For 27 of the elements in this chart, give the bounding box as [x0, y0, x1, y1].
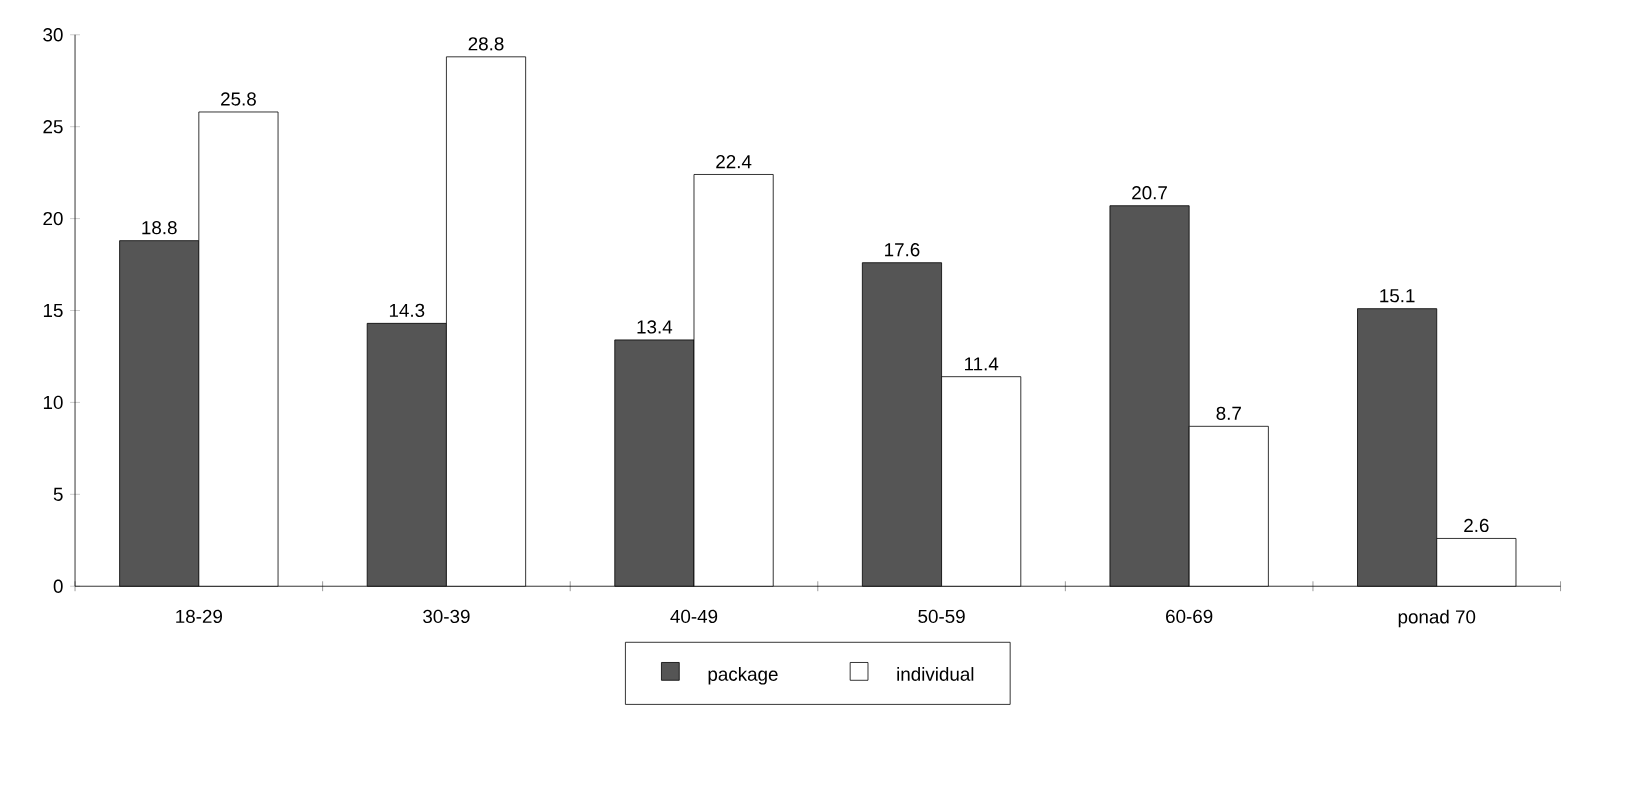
y-tick-label: 25	[43, 120, 63, 134]
data-label: 2.6	[1464, 518, 1489, 533]
y-tick-label: 5	[53, 487, 63, 501]
y-tick-label: 15	[43, 303, 63, 318]
data-label: 20.7	[1132, 186, 1167, 200]
legend-label: individual	[897, 667, 974, 681]
data-label: 8.7	[1216, 406, 1241, 421]
data-label: 25.8	[221, 92, 256, 106]
x-tick-label: 60-69	[1166, 609, 1213, 624]
data-label: 18.8	[142, 221, 177, 235]
y-tick-label: 10	[43, 395, 63, 410]
data-label: 28.8	[468, 37, 504, 51]
legend-label: package	[708, 667, 778, 685]
y-tick-label: 0	[53, 579, 63, 593]
x-tick-label: 40-49	[670, 609, 718, 624]
data-label: 11.4	[965, 357, 999, 371]
data-label: 17.6	[885, 243, 920, 257]
y-tick-label: 20	[43, 211, 63, 226]
y-tick-label: 30	[43, 28, 63, 42]
data-label: 15.1	[1380, 289, 1415, 303]
data-label: 22.4	[716, 155, 752, 169]
x-tick-label: ponad 70	[1398, 609, 1476, 628]
data-label: 13.4	[637, 320, 673, 334]
x-tick-label: 30-39	[423, 609, 470, 624]
x-tick-label: 18-29	[176, 609, 222, 624]
data-label: 14.3	[389, 303, 425, 318]
x-tick-label: 50-59	[918, 609, 965, 624]
